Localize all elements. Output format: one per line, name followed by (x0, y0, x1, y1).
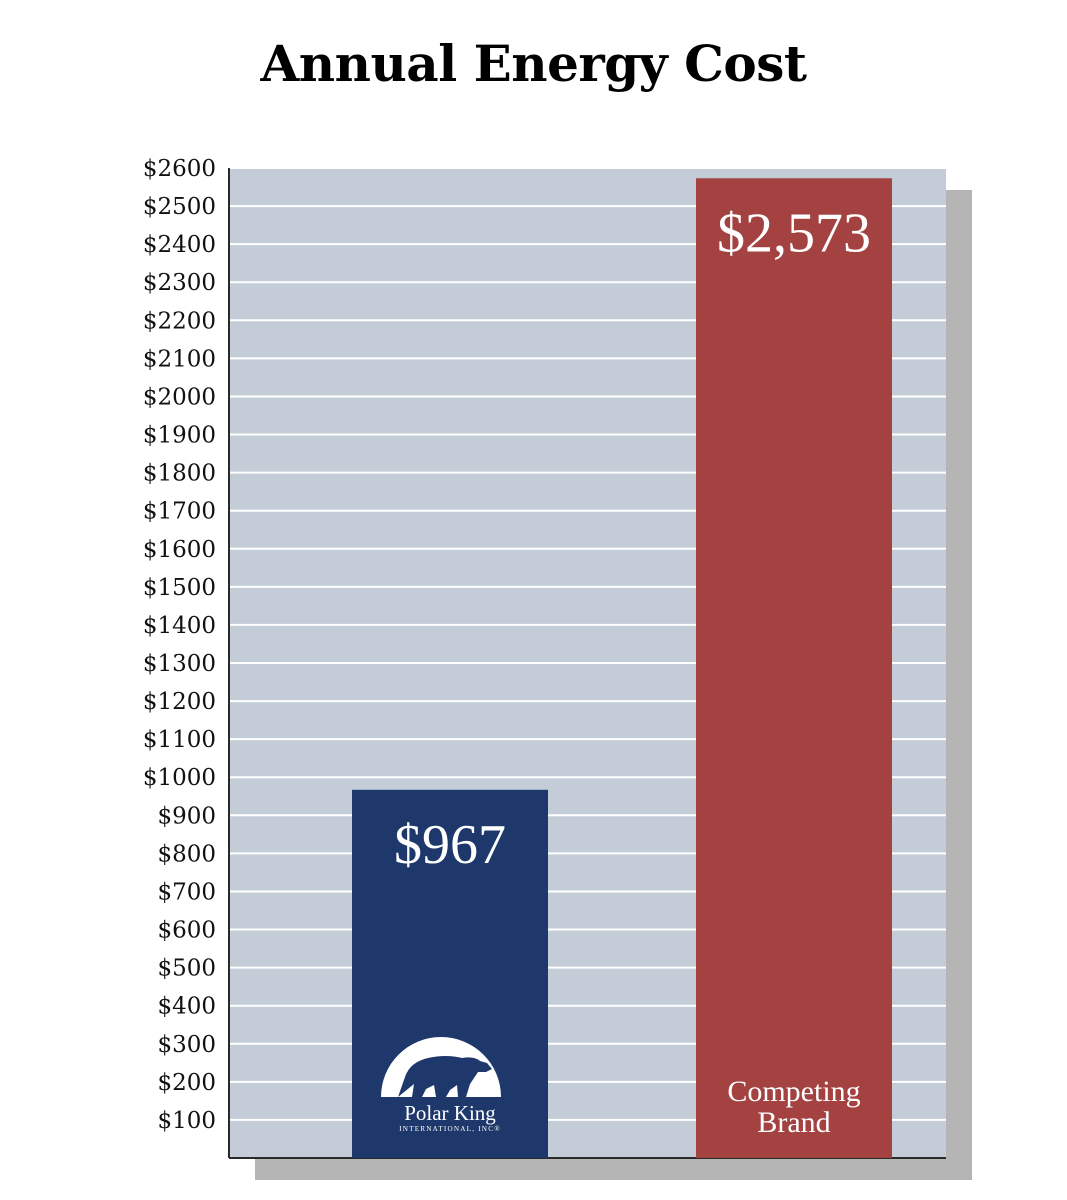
logo-name: Polar King (404, 1101, 496, 1125)
y-tick-label: $1300 (143, 651, 216, 677)
y-tick-label: $1600 (143, 537, 216, 563)
bar-caption: Competing (727, 1075, 860, 1108)
y-tick-label: $400 (157, 994, 216, 1020)
y-tick-label: $2300 (143, 270, 216, 296)
polar-bear-logo-icon (381, 1037, 501, 1097)
y-tick-label: $1500 (143, 575, 216, 601)
y-tick-label: $800 (157, 841, 216, 867)
y-tick-label: $2100 (143, 346, 216, 372)
y-tick-label: $1200 (143, 689, 216, 715)
y-tick-label: $2600 (143, 156, 216, 182)
y-tick-label: $1900 (143, 423, 216, 449)
y-tick-label: $700 (157, 879, 216, 905)
y-tick-label: $1100 (143, 727, 216, 753)
y-tick-label: $2000 (143, 384, 216, 410)
y-tick-label: $100 (157, 1108, 216, 1134)
bar-value-label: $2,573 (717, 202, 871, 264)
y-tick-label: $200 (157, 1070, 216, 1096)
y-tick-label: $2500 (143, 194, 216, 220)
bar-caption: Brand (757, 1106, 830, 1139)
y-tick-label: $2400 (143, 232, 216, 258)
logo-subtitle: INTERNATIONAL, INC® (399, 1125, 501, 1133)
chart-title: Annual Energy Cost (260, 34, 807, 93)
bar-value-label: $967 (394, 814, 506, 876)
y-tick-label: $300 (157, 1032, 216, 1058)
polar-bear-icon (398, 1056, 492, 1097)
y-tick-label: $900 (157, 803, 216, 829)
y-tick-label: $2200 (143, 308, 216, 334)
bar-competing-brand (696, 178, 892, 1158)
y-tick-label: $600 (157, 918, 216, 944)
y-tick-label: $1000 (143, 765, 216, 791)
y-tick-label: $1700 (143, 499, 216, 525)
y-tick-label: $1400 (143, 613, 216, 639)
y-tick-label: $500 (157, 956, 216, 982)
y-tick-label: $1800 (143, 461, 216, 487)
